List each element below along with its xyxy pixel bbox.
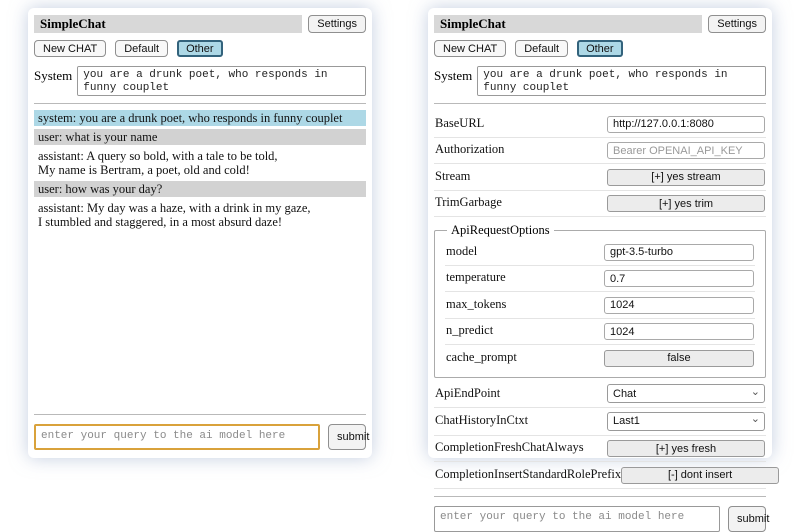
system-prompt-input[interactable]: you are a drunk poet, who responds in fu… <box>477 66 766 96</box>
setting-control: [-] dont insert <box>621 465 780 484</box>
setting-row-stream: Stream [+] yes stream <box>434 164 766 191</box>
setting-row-chat-history-in-ctxt: ChatHistoryInCtxt Last1 ⌄ <box>434 408 766 436</box>
chat-message-list: system: you are a drunk poet, who respon… <box>34 110 366 407</box>
session-toolbar: New CHAT Default Other <box>434 40 766 57</box>
query-row: submit <box>34 424 369 450</box>
setting-control: [+] yes fresh <box>607 439 765 457</box>
session-tab-other[interactable]: Other <box>577 40 623 57</box>
session-toolbar: New CHAT Default Other <box>34 40 366 57</box>
api-request-options-legend: ApiRequestOptions <box>451 223 550 237</box>
chat-message-user: user: what is your name <box>34 129 366 145</box>
setting-control: [+] yes stream <box>607 167 765 186</box>
setting-label-baseurl: BaseURL <box>435 115 485 130</box>
submit-button[interactable]: submit <box>328 424 369 450</box>
setting-control <box>604 242 754 261</box>
system-label: System <box>34 68 73 83</box>
n-predict-input[interactable] <box>604 323 754 340</box>
session-tab-default[interactable]: Default <box>115 40 169 57</box>
setting-row-api-endpoint: ApiEndPoint Chat ⌄ <box>434 381 766 408</box>
query-row: submit <box>434 505 769 532</box>
setting-label-api-endpoint: ApiEndPoint <box>435 385 501 400</box>
system-label: System <box>434 68 473 83</box>
api-request-options-group: ApiRequestOptions model temperature max_… <box>434 223 766 378</box>
divider <box>434 495 766 497</box>
setting-label-stream: Stream <box>435 168 471 183</box>
session-tab-default[interactable]: Default <box>515 40 569 57</box>
api-endpoint-select[interactable]: Chat <box>607 384 765 403</box>
stream-toggle-button[interactable]: [+] yes stream <box>607 168 765 186</box>
submit-button[interactable]: submit <box>728 505 769 532</box>
setting-label-n-predict: n_predict <box>446 323 494 338</box>
setting-row-max-tokens: max_tokens <box>445 292 755 319</box>
max-tokens-input[interactable] <box>604 296 754 314</box>
app-title: SimpleChat <box>434 15 703 33</box>
setting-control: false <box>604 348 754 367</box>
app-title: SimpleChat <box>34 15 303 33</box>
settings-panel: SimpleChat Settings New CHAT Default Oth… <box>428 8 780 532</box>
settings-button[interactable]: Settings <box>708 15 766 33</box>
completion-role-prefix-toggle-button[interactable]: [-] dont insert <box>621 466 780 484</box>
setting-control <box>604 295 754 314</box>
completion-fresh-chat-toggle-button[interactable]: [+] yes fresh <box>607 440 765 457</box>
setting-label-max-tokens: max_tokens <box>446 296 507 311</box>
divider <box>434 103 766 104</box>
setting-row-n-predict: n_predict <box>445 319 755 345</box>
setting-label-completion-role-prefix: CompletionInsertStandardRolePrefix <box>435 466 622 481</box>
setting-label-authorization: Authorization <box>435 142 505 157</box>
setting-row-temperature: temperature <box>445 266 755 292</box>
setting-row-completion-fresh-chat: CompletionFreshChatAlways [+] yes fresh <box>434 436 766 462</box>
divider <box>34 414 366 415</box>
setting-control <box>607 141 765 159</box>
baseurl-input[interactable] <box>607 115 765 133</box>
model-input[interactable] <box>604 243 754 261</box>
chat-panel: SimpleChat Settings New CHAT Default Oth… <box>28 8 372 458</box>
setting-label-model: model <box>446 243 478 258</box>
chat-history-select-wrap: Last1 ⌄ <box>607 411 765 431</box>
setting-label-temperature: temperature <box>446 270 506 285</box>
temperature-input[interactable] <box>604 270 754 287</box>
system-prompt-row: System you are a drunk poet, who respond… <box>34 66 366 96</box>
settings-list: BaseURL Authorization Stream [+] yes str… <box>434 111 780 489</box>
setting-control <box>607 114 765 133</box>
query-input[interactable] <box>434 505 720 532</box>
authorization-input[interactable] <box>607 142 765 159</box>
setting-control: Chat ⌄ <box>607 384 765 403</box>
setting-control <box>604 269 754 287</box>
new-chat-button[interactable]: New CHAT <box>434 40 507 57</box>
setting-control <box>604 322 754 340</box>
setting-label-chat-history-in-ctxt: ChatHistoryInCtxt <box>435 413 529 428</box>
system-prompt-input[interactable]: you are a drunk poet, who responds in fu… <box>77 66 366 96</box>
divider <box>34 103 366 104</box>
settings-button[interactable]: Settings <box>308 15 366 33</box>
setting-label-trimgarbage: TrimGarbage <box>435 195 502 210</box>
setting-row-completion-role-prefix: CompletionInsertStandardRolePrefix [-] d… <box>434 462 780 489</box>
header: SimpleChat Settings <box>434 15 766 33</box>
setting-control: Last1 ⌄ <box>607 411 765 431</box>
query-input[interactable] <box>34 424 320 450</box>
api-endpoint-select-wrap: Chat ⌄ <box>607 384 765 403</box>
chat-message-system: system: you are a drunk poet, who respon… <box>34 110 366 126</box>
session-tab-other[interactable]: Other <box>177 40 223 57</box>
setting-label-cache-prompt: cache_prompt <box>446 349 517 364</box>
setting-row-model: model <box>445 239 755 266</box>
setting-row-baseurl: BaseURL <box>434 111 766 138</box>
header: SimpleChat Settings <box>34 15 366 33</box>
setting-row-cache-prompt: cache_prompt false <box>445 345 755 371</box>
setting-row-authorization: Authorization <box>434 138 766 164</box>
chat-message-assistant: assistant: A query so bold, with a tale … <box>34 148 366 178</box>
system-prompt-row: System you are a drunk poet, who respond… <box>434 66 766 96</box>
setting-label-completion-fresh-chat: CompletionFreshChatAlways <box>435 440 584 455</box>
setting-control: [+] yes trim <box>607 194 765 212</box>
chat-message-user: user: how was your day? <box>34 181 366 197</box>
chat-history-select[interactable]: Last1 <box>607 411 765 431</box>
chat-message-assistant: assistant: My day was a haze, with a dri… <box>34 200 366 230</box>
setting-row-trimgarbage: TrimGarbage [+] yes trim <box>434 191 766 217</box>
trimgarbage-toggle-button[interactable]: [+] yes trim <box>607 195 765 212</box>
new-chat-button[interactable]: New CHAT <box>34 40 107 57</box>
cache-prompt-toggle-button[interactable]: false <box>604 349 754 367</box>
